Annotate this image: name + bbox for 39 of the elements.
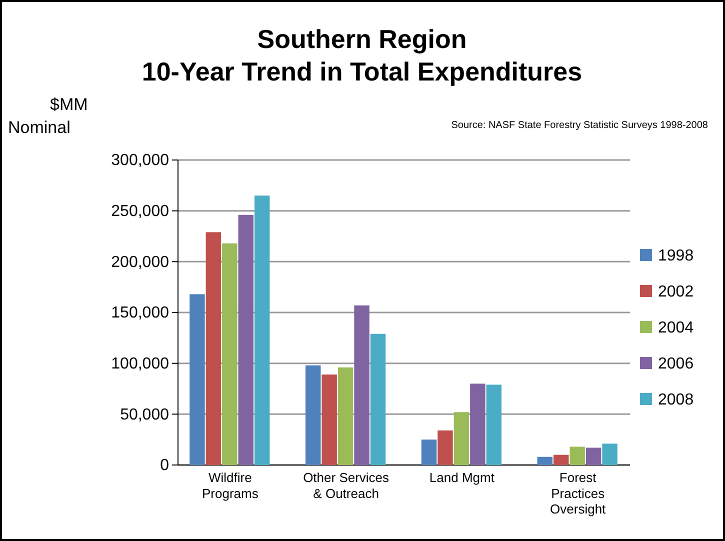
bar (586, 448, 602, 465)
y-tick-label: 250,000 (111, 202, 170, 220)
y-tick-label: 150,000 (111, 304, 170, 322)
legend-label: 2002 (658, 284, 694, 301)
x-tick-label: Other Services & Outreach (303, 470, 390, 501)
bar (354, 305, 370, 465)
bar (537, 456, 553, 465)
y-axis-title: $MM Nominal (8, 95, 88, 137)
x-tick-label: Forest Practices Oversight (550, 470, 606, 516)
bar (206, 232, 222, 465)
legend-label: 2006 (658, 356, 694, 373)
legend-label: 1998 (658, 248, 694, 265)
bar (602, 444, 618, 465)
bar (454, 412, 470, 465)
bar (554, 454, 569, 465)
legend-label: 2004 (658, 320, 694, 337)
x-tick-label: Wildfire Programs (202, 470, 259, 501)
bar (421, 440, 437, 465)
bar (470, 384, 486, 465)
bar (338, 367, 354, 465)
bar (486, 384, 502, 465)
y-tick-label: 50,000 (120, 406, 170, 424)
source-note: Source: NASF State Forestry Statistic Surveys 1998-2008 (451, 120, 708, 131)
y-tick-label: 100,000 (111, 355, 170, 372)
bar (254, 196, 270, 465)
y-tick-label: 0 (160, 457, 170, 474)
chart-title: Southern Region 10-Year Trend in Total Expenditures (142, 24, 582, 86)
y-tick-label: 300,000 (111, 152, 170, 170)
bar (305, 365, 321, 465)
bar (370, 334, 386, 465)
x-tick-label: Land Mgmt (429, 470, 495, 486)
bar (322, 374, 337, 465)
bar (238, 214, 254, 465)
legend-label: 2008 (658, 392, 694, 409)
bar (190, 294, 205, 465)
y-tick-label: 200,000 (111, 254, 170, 271)
bar (570, 446, 585, 465)
bar (438, 430, 453, 465)
bar (222, 243, 238, 465)
